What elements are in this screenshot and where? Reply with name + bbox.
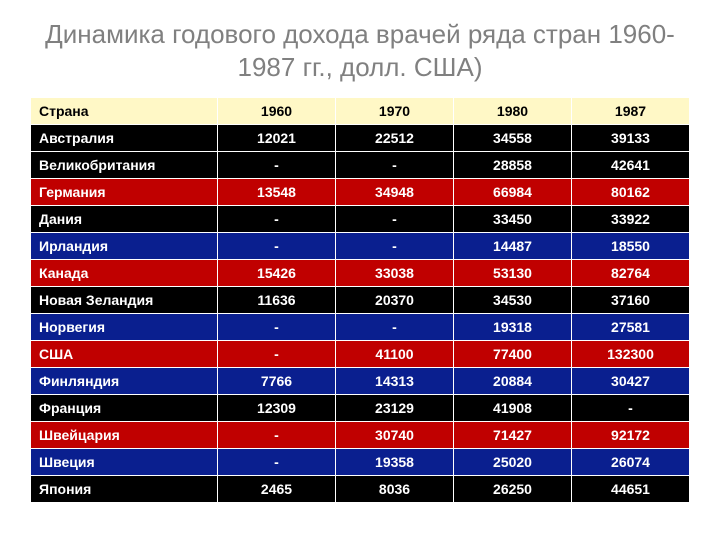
col-1960: 1960 (218, 98, 336, 125)
cell-country: Швеция (31, 449, 218, 476)
table-header-row: Страна 1960 1970 1980 1987 (31, 98, 690, 125)
cell-value: - (336, 152, 454, 179)
cell-value: 15426 (218, 260, 336, 287)
col-1970: 1970 (336, 98, 454, 125)
cell-country: Финляндия (31, 368, 218, 395)
col-1987: 1987 (572, 98, 690, 125)
cell-value: 42641 (572, 152, 690, 179)
cell-value: 18550 (572, 233, 690, 260)
table-row: Германия13548349486698480162 (31, 179, 690, 206)
table-row: Норвегия--1931827581 (31, 314, 690, 341)
cell-value: 13548 (218, 179, 336, 206)
col-country: Страна (31, 98, 218, 125)
cell-value: - (218, 152, 336, 179)
cell-value: 30427 (572, 368, 690, 395)
cell-value: 44651 (572, 476, 690, 503)
cell-value: 77400 (454, 341, 572, 368)
cell-value: 53130 (454, 260, 572, 287)
cell-country: Австралия (31, 125, 218, 152)
cell-country: Япония (31, 476, 218, 503)
table-row: Новая Зеландия11636203703453037160 (31, 287, 690, 314)
table-row: Швейцария-307407142792172 (31, 422, 690, 449)
cell-value: - (218, 422, 336, 449)
cell-country: Канада (31, 260, 218, 287)
cell-value: 25020 (454, 449, 572, 476)
cell-value: 82764 (572, 260, 690, 287)
table-row: Ирландия--1448718550 (31, 233, 690, 260)
cell-country: США (31, 341, 218, 368)
cell-value: - (218, 341, 336, 368)
cell-value: 41100 (336, 341, 454, 368)
cell-value: 20370 (336, 287, 454, 314)
cell-value: 39133 (572, 125, 690, 152)
cell-value: 28858 (454, 152, 572, 179)
cell-country: Новая Зеландия (31, 287, 218, 314)
cell-value: 27581 (572, 314, 690, 341)
cell-value: - (336, 206, 454, 233)
table-row: Австралия12021225123455839133 (31, 125, 690, 152)
cell-value: 37160 (572, 287, 690, 314)
cell-value: - (218, 449, 336, 476)
cell-value: 11636 (218, 287, 336, 314)
cell-country: Германия (31, 179, 218, 206)
cell-country: Швейцария (31, 422, 218, 449)
cell-value: - (218, 314, 336, 341)
table-body: Австралия12021225123455839133Великобрита… (31, 125, 690, 503)
cell-value: 19318 (454, 314, 572, 341)
cell-value: 92172 (572, 422, 690, 449)
cell-value: 34530 (454, 287, 572, 314)
cell-value: 26074 (572, 449, 690, 476)
cell-value: 80162 (572, 179, 690, 206)
cell-value: 12309 (218, 395, 336, 422)
cell-value: - (218, 206, 336, 233)
cell-value: 12021 (218, 125, 336, 152)
cell-country: Франция (31, 395, 218, 422)
cell-value: 14313 (336, 368, 454, 395)
cell-value: - (336, 314, 454, 341)
cell-value: 22512 (336, 125, 454, 152)
cell-value: 71427 (454, 422, 572, 449)
cell-value: 20884 (454, 368, 572, 395)
cell-value: - (336, 233, 454, 260)
cell-value: 2465 (218, 476, 336, 503)
cell-country: Великобритания (31, 152, 218, 179)
cell-value: 26250 (454, 476, 572, 503)
table-row: Канада15426330385313082764 (31, 260, 690, 287)
cell-country: Норвегия (31, 314, 218, 341)
col-1980: 1980 (454, 98, 572, 125)
cell-value: 41908 (454, 395, 572, 422)
cell-value: 33450 (454, 206, 572, 233)
cell-value: 132300 (572, 341, 690, 368)
cell-value: 23129 (336, 395, 454, 422)
page-title: Динамика годового дохода врачей ряда стр… (30, 18, 690, 83)
cell-value: 19358 (336, 449, 454, 476)
income-table: Страна 1960 1970 1980 1987 Австралия1202… (30, 97, 690, 503)
table-row: Швеция-193582502026074 (31, 449, 690, 476)
cell-value: 30740 (336, 422, 454, 449)
cell-country: Ирландия (31, 233, 218, 260)
slide: Динамика годового дохода врачей ряда стр… (0, 0, 720, 540)
cell-value: - (572, 395, 690, 422)
table-row: Дания--3345033922 (31, 206, 690, 233)
table-row: США-4110077400132300 (31, 341, 690, 368)
cell-country: Дания (31, 206, 218, 233)
table-row: Франция123092312941908- (31, 395, 690, 422)
cell-value: 33922 (572, 206, 690, 233)
cell-value: - (218, 233, 336, 260)
cell-value: 33038 (336, 260, 454, 287)
cell-value: 34948 (336, 179, 454, 206)
cell-value: 34558 (454, 125, 572, 152)
cell-value: 66984 (454, 179, 572, 206)
cell-value: 7766 (218, 368, 336, 395)
table-row: Финляндия7766143132088430427 (31, 368, 690, 395)
cell-value: 14487 (454, 233, 572, 260)
table-row: Япония246580362625044651 (31, 476, 690, 503)
table-row: Великобритания--2885842641 (31, 152, 690, 179)
cell-value: 8036 (336, 476, 454, 503)
